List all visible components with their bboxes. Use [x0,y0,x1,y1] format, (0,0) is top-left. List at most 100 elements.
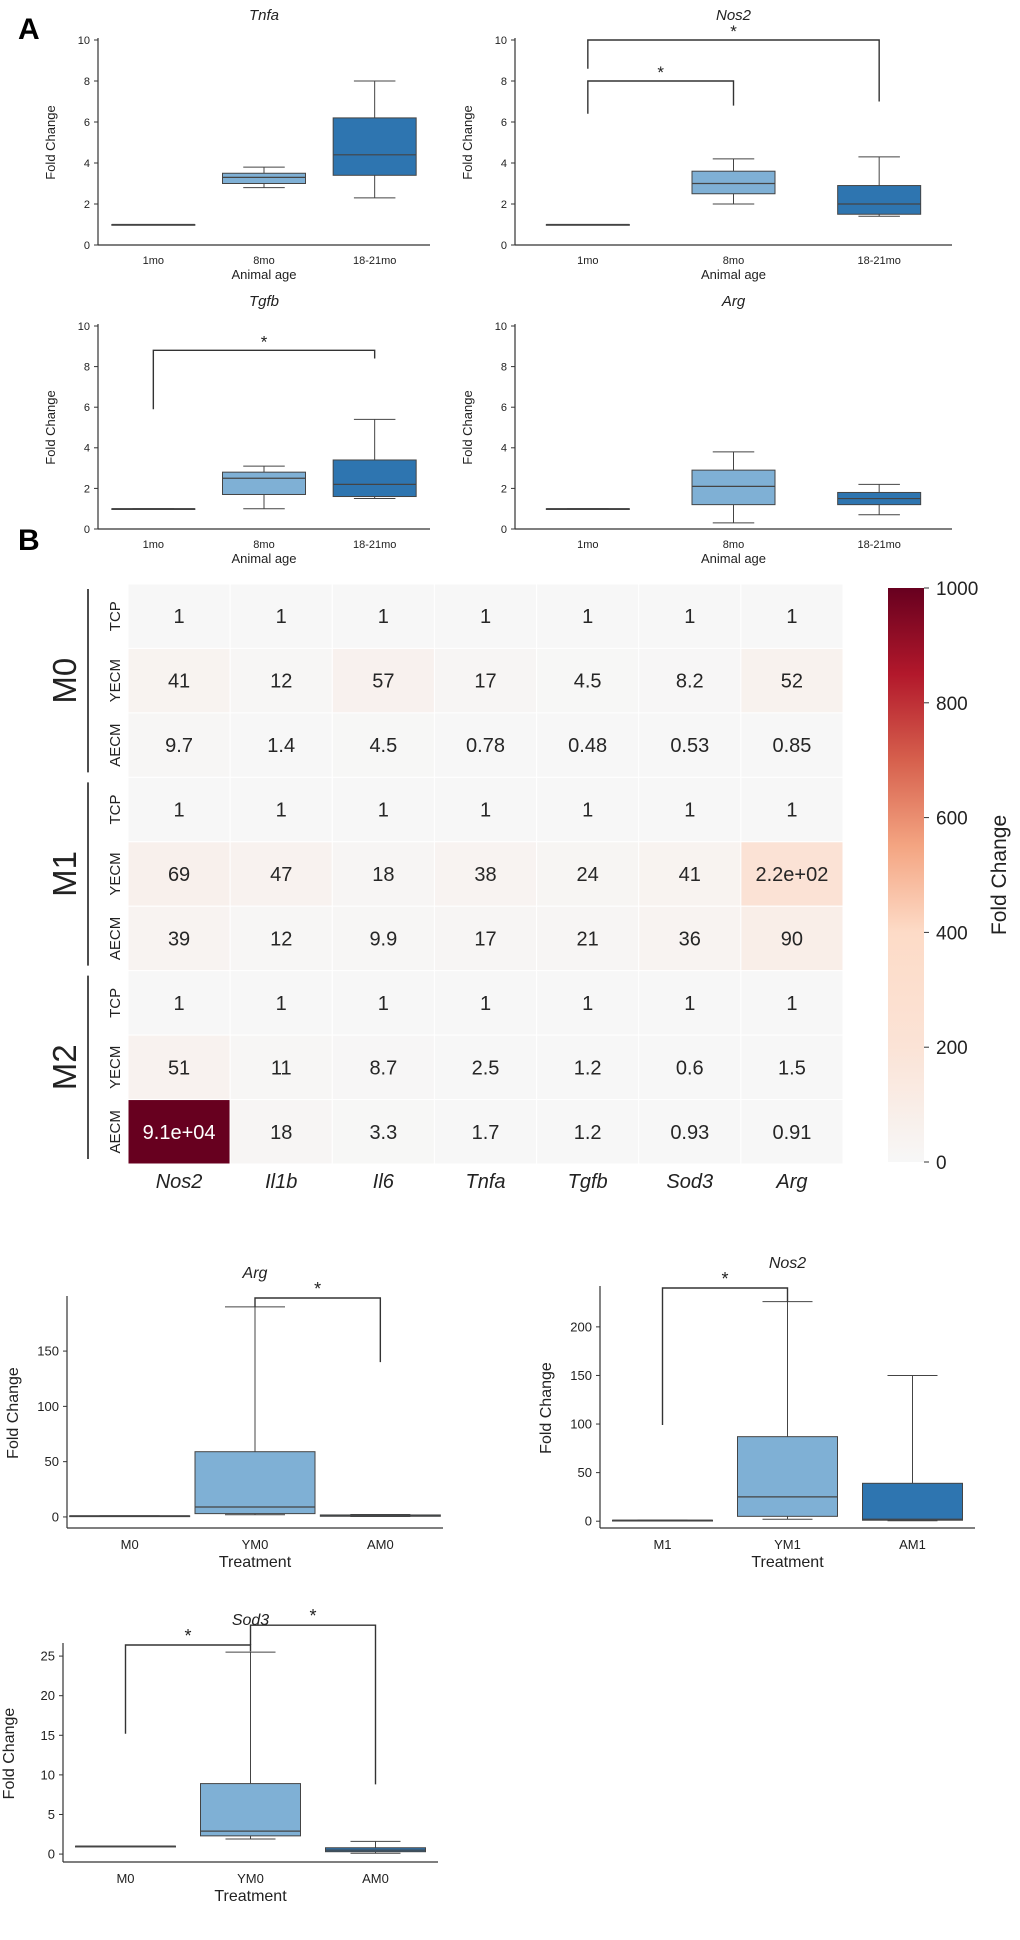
significance-star: * [721,1269,728,1289]
significance-bracket [661,1287,789,1425]
heatmap-cell [638,905,742,972]
box-YM0 [200,1651,301,1840]
heatmap-cell [331,1099,435,1165]
heatmap-cell-value: 1.2 [574,1057,602,1079]
heatmap-cell-value: 4.5 [369,735,397,757]
y-tick-label: 10 [495,35,507,47]
significance-star: * [261,332,268,351]
heatmap-cell-value: 2.2e+02 [755,864,828,886]
heatmap-cell [229,712,333,778]
y-tick-label: 50 [578,1465,592,1480]
box-iqr [862,1482,963,1521]
x-tick-label: YM0 [237,1871,264,1886]
heatmap-cell [740,970,844,1036]
box-iqr [691,170,776,195]
x-tick-label: 1mo [143,255,164,267]
box-8mo [691,451,776,524]
heatmap-cell [433,647,538,714]
heatmap-column-label: Tnfa [465,1171,505,1193]
y-tick-label: 4 [501,443,507,455]
box-iqr [222,172,306,184]
heatmap-cell [229,1034,333,1101]
boxplot-arg_age: 0 2 4 6 8 10 1mo 8mo 18-21mo Animal age Fold Chang… [460,293,952,566]
y-tick-label: 0 [585,1514,592,1529]
box-iqr [200,1783,301,1837]
x-tick-label: 8mo [723,255,744,267]
heatmap-cell-value: 9.7 [165,735,193,757]
box-M0 [75,1845,176,1848]
box-AM0 [325,1840,426,1854]
heatmap-cell-value: 1 [174,800,185,822]
significance-bracket [587,80,735,114]
box-8mo [222,166,306,189]
heatmap-cell [229,1099,333,1165]
heatmap-cell-value: 1 [684,606,695,628]
boxplot-nos2_age: 0 2 4 6 8 10 1mo 8mo 18-21mo Animal age Fold Chang… [460,7,952,282]
y-tick-label: 4 [84,443,90,455]
chart-title: Arg [242,1265,268,1282]
heatmap-column-label: Il6 [373,1171,395,1193]
box-1mo [545,508,630,511]
y-tick-label: 0 [48,1847,55,1862]
chart-title: Nos2 [769,1255,806,1272]
heatmap-cell [229,841,333,907]
heatmap-column-label: Tgfb [568,1171,608,1193]
box-18-21mo [837,483,922,516]
y-tick-label: 8 [501,76,507,88]
heatmap-cell-value: 1 [786,993,797,1015]
heatmap-cell-value: 24 [577,864,599,886]
heatmap-cell-value: 38 [474,864,496,886]
heatmap-column-label: Nos2 [156,1171,203,1193]
heatmap-cell [740,647,844,714]
heatmap-group-label: M0 [46,658,83,704]
y-tick-label: 10 [78,35,90,47]
heatmap-cell [638,776,742,843]
heatmap-cell-value: 12 [270,671,292,693]
heatmap-cell [740,1099,844,1165]
y-tick-label: 25 [41,1649,55,1664]
chart-title: Tnfa [249,7,279,24]
heatmap-cell-value: 17 [474,671,496,693]
box-iqr [194,1451,316,1515]
box-18-21mo [332,418,417,500]
heatmap-cell-value: 11 [271,1057,292,1079]
box-8mo [222,465,306,510]
heatmap-group-label: M1 [46,851,83,897]
y-tick-label: 2 [501,483,507,495]
y-tick-label: 50 [45,1454,59,1469]
heatmap-cell-value: 1 [786,800,797,822]
y-tick-label: 0 [501,524,507,536]
y-tick-label: 200 [570,1319,592,1334]
heatmap-cell-value: 9.1e+04 [143,1122,216,1144]
heatmap-cell-value: 0.85 [772,735,811,757]
heatmap-cell-value: 1 [276,606,287,628]
heatmap-cell [433,905,538,972]
heatmap-cell-value: 1 [276,800,287,822]
significance-bracket [249,1624,377,1785]
heatmap-cell [433,583,538,649]
heatmap-cell-value: 1 [174,993,185,1015]
heatmap-cell-value: 1 [786,606,797,628]
y-tick-label: 8 [84,76,90,88]
heatmap-cell [740,905,844,972]
heatmap-row-label: TCP [107,795,124,825]
heatmap-cell [433,776,538,843]
y-tick-label: 150 [570,1368,592,1383]
heatmap-cell-value: 0.53 [670,735,709,757]
heatmap-cell [433,841,538,907]
heatmap-cell [536,1034,640,1101]
colorbar-tick-label: 0 [936,1153,947,1174]
y-tick-label: 8 [84,361,90,373]
box-iqr [222,471,306,495]
x-tick-label: 18-21mo [857,255,900,267]
heatmap-cell-value: 0.6 [676,1057,704,1079]
heatmap-cell [638,1034,742,1101]
heatmap-cell-value: 1 [378,800,389,822]
significance-bracket [152,349,376,410]
heatmap-row-label: AECM [107,1110,124,1153]
heatmap-cell [229,776,333,843]
y-tick-label: 2 [501,199,507,211]
heatmap-cell [127,1099,231,1165]
box-1mo [111,223,196,226]
